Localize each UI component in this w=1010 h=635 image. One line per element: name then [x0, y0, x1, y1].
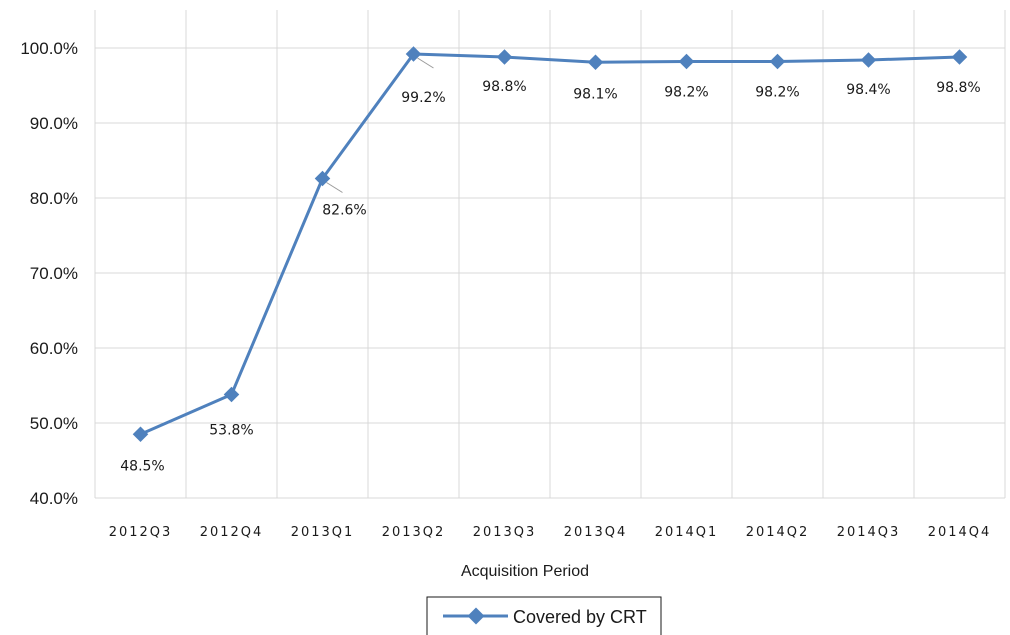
x-axis-title: Acquisition Period	[461, 563, 589, 580]
x-tick-label: 2013Q4	[564, 525, 628, 540]
x-tick-label: 2014Q3	[837, 525, 901, 540]
data-label: 48.5%	[120, 458, 164, 474]
y-tick-label: 60.0%	[30, 339, 78, 358]
data-point-marker	[860, 52, 877, 68]
data-point-marker	[587, 54, 604, 71]
x-tick-label: 2014Q2	[746, 525, 810, 540]
x-tick-label: 2014Q1	[655, 525, 719, 540]
data-point-marker	[951, 49, 968, 65]
data-label: 53.8%	[209, 423, 253, 439]
data-point-marker	[314, 170, 331, 187]
y-tick-label: 40.0%	[30, 489, 78, 508]
x-tick-label: 2013Q1	[291, 525, 355, 540]
y-tick-label: 90.0%	[30, 114, 78, 133]
legend-marker-swatch	[467, 607, 485, 625]
x-tick-label: 2013Q3	[473, 525, 537, 540]
data-point-marker	[223, 386, 240, 403]
y-tick-label: 100.0%	[20, 39, 78, 58]
x-tick-label: 2013Q2	[382, 525, 446, 540]
data-label-leader	[326, 182, 343, 193]
data-label-leader	[417, 57, 434, 69]
data-label: 98.8%	[482, 79, 526, 95]
series-line	[139, 52, 960, 436]
data-point-marker	[678, 53, 695, 70]
data-point-marker	[496, 49, 513, 65]
gridlines	[94, 10, 1006, 499]
y-tick-label: 80.0%	[30, 189, 78, 208]
data-label: 98.2%	[664, 85, 708, 101]
data-label: 98.1%	[573, 86, 617, 102]
data-label: 99.2%	[401, 90, 445, 106]
x-axis-ticks: 2012Q3 2012Q4 2013Q1 2013Q2 2013Q3 2013Q4 2014…	[109, 525, 992, 540]
x-tick-label: 2012Q3	[109, 525, 173, 540]
x-tick-label: 2012Q4	[200, 525, 264, 540]
y-tick-label: 70.0%	[30, 264, 78, 283]
data-point-marker	[769, 53, 786, 70]
data-label: 98.8%	[936, 80, 980, 96]
data-label: 82.6%	[322, 203, 366, 219]
y-axis-ticks: 40.0% 50.0% 60.0% 70.0% 80.0% 90.0% 100.0%	[20, 39, 78, 508]
x-tick-label: 2014Q4	[928, 525, 992, 540]
data-point-marker	[132, 426, 149, 443]
legend-label: Covered by CRT	[513, 607, 647, 627]
legend: Covered by CRT	[426, 596, 662, 635]
data-labels: 48.5% 53.8% 82.6% 99.2% 98.8% 98.1% 98.2% 98.2%…	[120, 57, 981, 474]
data-label: 98.2%	[755, 85, 799, 101]
data-label: 98.4%	[846, 82, 890, 98]
y-tick-label: 50.0%	[30, 414, 78, 433]
